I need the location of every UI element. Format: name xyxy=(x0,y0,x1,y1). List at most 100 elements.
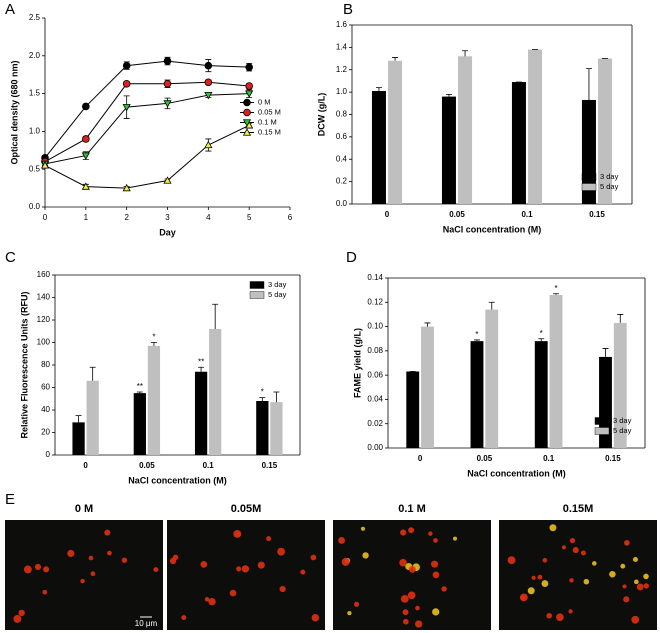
cell xyxy=(200,560,208,568)
bar xyxy=(194,371,208,455)
legend-marker xyxy=(242,128,252,136)
y-tick-label: 1.0 xyxy=(29,127,41,136)
y-tick-label: 0.02 xyxy=(367,419,383,428)
significance: ** xyxy=(137,382,143,391)
bar xyxy=(598,58,613,204)
cell xyxy=(531,575,536,580)
error-bar xyxy=(585,68,592,100)
cell xyxy=(408,527,415,534)
legend-swatch xyxy=(581,183,597,191)
error-bar xyxy=(198,366,205,372)
cell xyxy=(34,563,42,571)
y-tick-label: 0.6 xyxy=(336,132,348,141)
cell xyxy=(241,565,250,573)
y-axis-label: FAME yield (g/L) xyxy=(352,328,362,398)
cell xyxy=(43,566,50,573)
cell xyxy=(341,557,350,566)
cell xyxy=(107,550,112,556)
point xyxy=(245,63,253,71)
series-line xyxy=(44,81,250,163)
cell xyxy=(624,540,630,546)
y-tick-label: 1.0 xyxy=(336,87,348,96)
legend-marker xyxy=(242,119,252,127)
error-bar xyxy=(602,348,609,357)
x-tick-label: 0.1 xyxy=(543,454,555,463)
cell xyxy=(18,609,25,617)
point xyxy=(82,102,90,111)
legend-label: 3 day xyxy=(613,416,632,425)
cell xyxy=(181,615,187,621)
x-tick-label: 0.05 xyxy=(449,210,465,219)
error-bar xyxy=(445,93,452,97)
bar xyxy=(72,422,85,455)
cell xyxy=(169,557,177,565)
y-tick-label: 0.08 xyxy=(367,346,383,355)
x-tick-label: 2 xyxy=(124,213,129,222)
error-bar xyxy=(538,338,545,342)
cell xyxy=(549,524,557,532)
y-axis-label: DCW (g/L) xyxy=(316,93,326,136)
point xyxy=(204,91,213,100)
x-tick-label: 0 xyxy=(385,210,390,219)
error-bar xyxy=(150,342,157,346)
point xyxy=(204,78,213,87)
legend-label: 3 day xyxy=(600,172,619,181)
bar xyxy=(270,402,283,455)
cell xyxy=(362,552,369,559)
legend-swatch xyxy=(249,281,265,289)
cell xyxy=(507,556,516,565)
cell xyxy=(580,550,586,556)
bar xyxy=(458,56,473,205)
y-tick-label: 80 xyxy=(41,360,50,369)
cell xyxy=(42,589,48,595)
cell xyxy=(121,557,128,563)
bar xyxy=(388,60,403,204)
y-axis-label: Optical density (680 nm) xyxy=(9,60,19,164)
significance: * xyxy=(152,333,155,342)
cell xyxy=(643,583,649,589)
y-tick-label: 0.06 xyxy=(367,370,383,379)
cell xyxy=(402,609,409,616)
cell xyxy=(415,620,423,628)
y-tick-label: 0.14 xyxy=(367,273,383,282)
cell xyxy=(400,529,407,536)
bar xyxy=(421,326,434,448)
cell xyxy=(519,593,528,602)
point xyxy=(81,182,90,190)
cell xyxy=(622,584,627,589)
bar xyxy=(209,329,222,455)
cell xyxy=(400,595,409,603)
point xyxy=(122,79,131,88)
x-tick-label: 6 xyxy=(288,213,293,222)
cell xyxy=(561,545,566,550)
cell xyxy=(279,585,286,593)
legend-marker xyxy=(243,108,251,117)
x-tick-label: 0 xyxy=(83,461,88,470)
cell xyxy=(415,605,420,611)
cell xyxy=(310,554,317,561)
x-axis-label: NaCl concentration (M) xyxy=(443,224,542,234)
y-tick-label: 160 xyxy=(37,270,51,279)
significance: * xyxy=(554,284,557,293)
bar xyxy=(470,341,484,448)
legend-swatch xyxy=(594,417,610,425)
point xyxy=(204,140,213,149)
legend-swatch xyxy=(594,427,610,435)
legend-label: 5 day xyxy=(268,290,287,299)
cell xyxy=(541,580,549,587)
point xyxy=(163,176,172,184)
error-bar xyxy=(259,397,266,401)
x-tick-label: 0.05 xyxy=(139,461,155,470)
cell xyxy=(432,571,440,579)
y-tick-label: 0.04 xyxy=(367,395,383,404)
cell xyxy=(403,618,409,625)
cell xyxy=(300,569,306,575)
cell xyxy=(428,531,433,536)
cell xyxy=(408,565,416,573)
cell xyxy=(67,549,75,558)
significance: * xyxy=(475,330,478,339)
y-tick-label: 60 xyxy=(41,383,50,392)
y-tick-label: 0.4 xyxy=(336,154,348,163)
cell xyxy=(23,565,32,574)
panel-letter: C xyxy=(5,249,16,266)
